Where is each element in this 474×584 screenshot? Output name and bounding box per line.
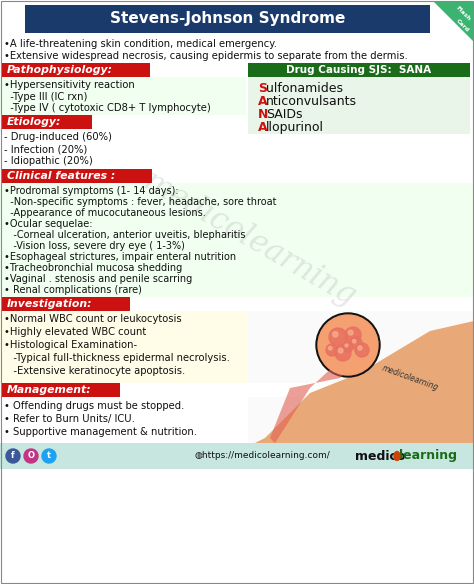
- Text: -Corneal ulceration, anterior uveitis, blepharitis: -Corneal ulceration, anterior uveitis, b…: [4, 230, 246, 240]
- Text: •Prodromal symptoms (1- 14 days):: •Prodromal symptoms (1- 14 days):: [4, 186, 179, 196]
- Text: •Normal WBC count or leukocytosis: •Normal WBC count or leukocytosis: [4, 314, 182, 324]
- Bar: [2, 169, 152, 183]
- Text: Pathophysiology:: Pathophysiology:: [7, 65, 113, 75]
- Text: •Ocular sequelae:: •Ocular sequelae:: [4, 219, 92, 229]
- Text: •Extensive widespread necrosis, causing epidermis to separate from the dermis.: •Extensive widespread necrosis, causing …: [4, 51, 408, 61]
- Text: -Vision loss, severe dry eye ( 1-3%): -Vision loss, severe dry eye ( 1-3%): [4, 241, 185, 251]
- Text: •Highly elevated WBC count: •Highly elevated WBC count: [4, 327, 146, 337]
- Text: - Infection (20%): - Infection (20%): [4, 144, 87, 154]
- Text: • Offending drugs must be stopped.: • Offending drugs must be stopped.: [4, 401, 184, 411]
- Text: •Tracheobronchial mucosa shedding: •Tracheobronchial mucosa shedding: [4, 263, 182, 273]
- Bar: [248, 397, 474, 443]
- Text: Stevens-Johnson Syndrome: Stevens-Johnson Syndrome: [110, 12, 345, 26]
- Text: •Vaginal . stenosis and penile scarring: •Vaginal . stenosis and penile scarring: [4, 274, 192, 284]
- Ellipse shape: [394, 451, 400, 461]
- Text: Drug Causing SJS:  SANA: Drug Causing SJS: SANA: [286, 65, 431, 75]
- Circle shape: [318, 315, 378, 375]
- Bar: [2, 63, 150, 77]
- Polygon shape: [434, 2, 474, 42]
- Circle shape: [358, 346, 362, 350]
- Bar: [248, 77, 470, 134]
- Text: -Type IV ( cytotoxic CD8+ T lymphocyte): -Type IV ( cytotoxic CD8+ T lymphocyte): [4, 103, 211, 113]
- Circle shape: [343, 342, 353, 352]
- Text: • Renal complications (rare): • Renal complications (rare): [4, 285, 142, 295]
- Text: •A life-threatening skin condition, medical emergency.: •A life-threatening skin condition, medi…: [4, 39, 277, 49]
- Bar: [0, 443, 474, 469]
- Text: ◍https://medicolearning.com/: ◍https://medicolearning.com/: [195, 451, 331, 461]
- Circle shape: [352, 339, 356, 343]
- Text: A: A: [258, 121, 268, 134]
- Circle shape: [335, 345, 351, 361]
- Circle shape: [345, 327, 361, 343]
- Text: -Non-specific symptoms : fever, headache, sore throat: -Non-specific symptoms : fever, headache…: [4, 197, 276, 207]
- Circle shape: [316, 313, 380, 377]
- Bar: [2, 115, 92, 129]
- Text: -Type III (IC rxn): -Type III (IC rxn): [4, 92, 87, 102]
- Circle shape: [350, 337, 362, 349]
- Text: -Extensive keratinocyte apoptosis.: -Extensive keratinocyte apoptosis.: [4, 366, 185, 376]
- Text: medicolearning: medicolearning: [138, 166, 362, 314]
- Text: •Hypersensitivity reaction: •Hypersensitivity reaction: [4, 80, 135, 90]
- Text: -Typical full-thickness epidermal necrolysis.: -Typical full-thickness epidermal necrol…: [4, 353, 230, 363]
- Text: Flash: Flash: [455, 6, 472, 22]
- Text: nticonvulsants: nticonvulsants: [266, 95, 357, 108]
- Text: medico: medico: [355, 450, 405, 463]
- Text: t: t: [47, 451, 51, 461]
- Circle shape: [42, 449, 56, 463]
- Bar: [248, 63, 470, 77]
- Bar: [2, 297, 130, 311]
- Bar: [0, 77, 246, 115]
- Text: N: N: [258, 108, 268, 121]
- Circle shape: [338, 348, 343, 353]
- Text: Etiology:: Etiology:: [7, 117, 61, 127]
- Bar: [0, 35, 474, 63]
- Bar: [0, 183, 474, 297]
- Text: • Supportive management & nutrition.: • Supportive management & nutrition.: [4, 427, 197, 437]
- Bar: [0, 397, 248, 443]
- Circle shape: [348, 330, 353, 335]
- Text: llopurinol: llopurinol: [266, 121, 324, 134]
- Circle shape: [329, 328, 347, 346]
- Text: - Idiopathic (20%): - Idiopathic (20%): [4, 156, 93, 166]
- Bar: [25, 5, 430, 33]
- Text: •Esophageal strictures, impair enteral nutrition: •Esophageal strictures, impair enteral n…: [4, 252, 236, 262]
- Text: Management:: Management:: [7, 385, 91, 395]
- Circle shape: [326, 344, 338, 356]
- Circle shape: [328, 346, 332, 350]
- Text: SAIDs: SAIDs: [266, 108, 302, 121]
- Text: •Histological Examination-: •Histological Examination-: [4, 340, 137, 350]
- Text: learning: learning: [399, 450, 457, 463]
- Bar: [0, 129, 246, 169]
- Circle shape: [333, 332, 338, 337]
- Text: -Appearance of mucocutaneous lesions.: -Appearance of mucocutaneous lesions.: [4, 208, 206, 218]
- Bar: [2, 383, 120, 397]
- Text: Card: Card: [456, 19, 471, 33]
- Text: medicolearning: medicolearning: [381, 364, 439, 392]
- Text: f: f: [11, 451, 15, 461]
- Polygon shape: [255, 321, 474, 443]
- Circle shape: [6, 449, 20, 463]
- Text: • Refer to Burn Units/ ICU.: • Refer to Burn Units/ ICU.: [4, 414, 135, 424]
- Bar: [248, 311, 474, 383]
- Circle shape: [355, 343, 369, 357]
- Text: - Drug-induced (60%): - Drug-induced (60%): [4, 132, 112, 142]
- Text: O: O: [27, 451, 35, 461]
- Polygon shape: [270, 341, 380, 443]
- Text: ulfonamides: ulfonamides: [266, 82, 343, 95]
- Circle shape: [24, 449, 38, 463]
- Bar: [0, 311, 248, 383]
- Circle shape: [345, 344, 348, 347]
- Text: Investigation:: Investigation:: [7, 299, 92, 309]
- Text: Clinical features :: Clinical features :: [7, 171, 115, 181]
- Text: S: S: [258, 82, 267, 95]
- Text: A: A: [258, 95, 268, 108]
